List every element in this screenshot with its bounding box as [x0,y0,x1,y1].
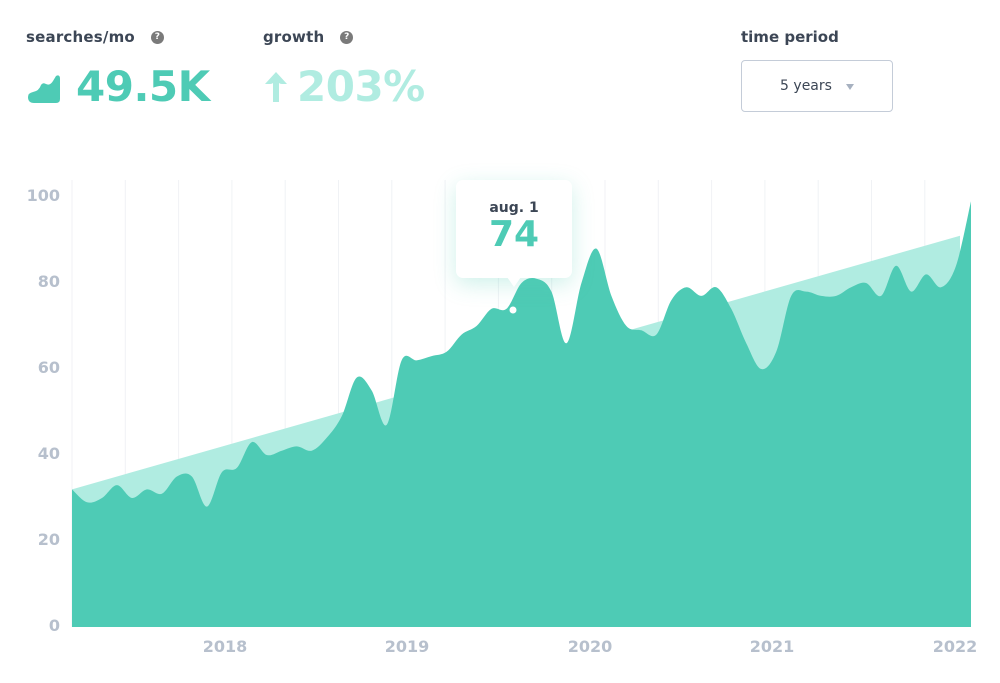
searches-label: searches/mo ? [26,28,164,46]
growth-value: 203% [263,66,425,108]
growth-number: 203% [297,62,425,111]
trend-chart-icon [28,75,60,103]
searches-number: 49.5K [76,62,210,111]
y-tick-label: 40 [37,444,60,463]
searches-label-text: searches/mo [26,28,135,46]
x-tick-label: 2022 [932,637,978,656]
x-tick-label: 2021 [749,637,795,656]
x-tick-label: 2018 [202,637,248,656]
help-icon[interactable]: ? [150,30,164,44]
arrow-up-icon [265,72,287,102]
x-tick-label: 2019 [384,637,430,656]
help-icon[interactable]: ? [340,30,354,44]
tooltip-date: aug. 1 [489,200,539,216]
y-tick-label: 20 [37,530,60,549]
caret-down-icon [845,84,854,90]
y-tick-label: 80 [37,272,60,291]
time-period-value: 5 years [780,78,832,94]
time-period-label: time period [741,28,839,46]
growth-label: growth ? [263,28,354,46]
y-tick-label: 100 [26,186,60,205]
x-tick-label: 2020 [567,637,613,656]
volume-area [72,201,971,628]
chart-tooltip: aug. 1 74 [456,180,572,278]
y-tick-label: 0 [48,616,60,635]
y-tick-label: 60 [37,358,60,377]
time-period-select[interactable]: 5 years [741,60,893,112]
highlight-point[interactable] [507,304,519,316]
tooltip-value: 74 [488,214,540,255]
growth-label-text: growth [263,28,325,46]
searches-value: 49.5K [26,66,210,108]
